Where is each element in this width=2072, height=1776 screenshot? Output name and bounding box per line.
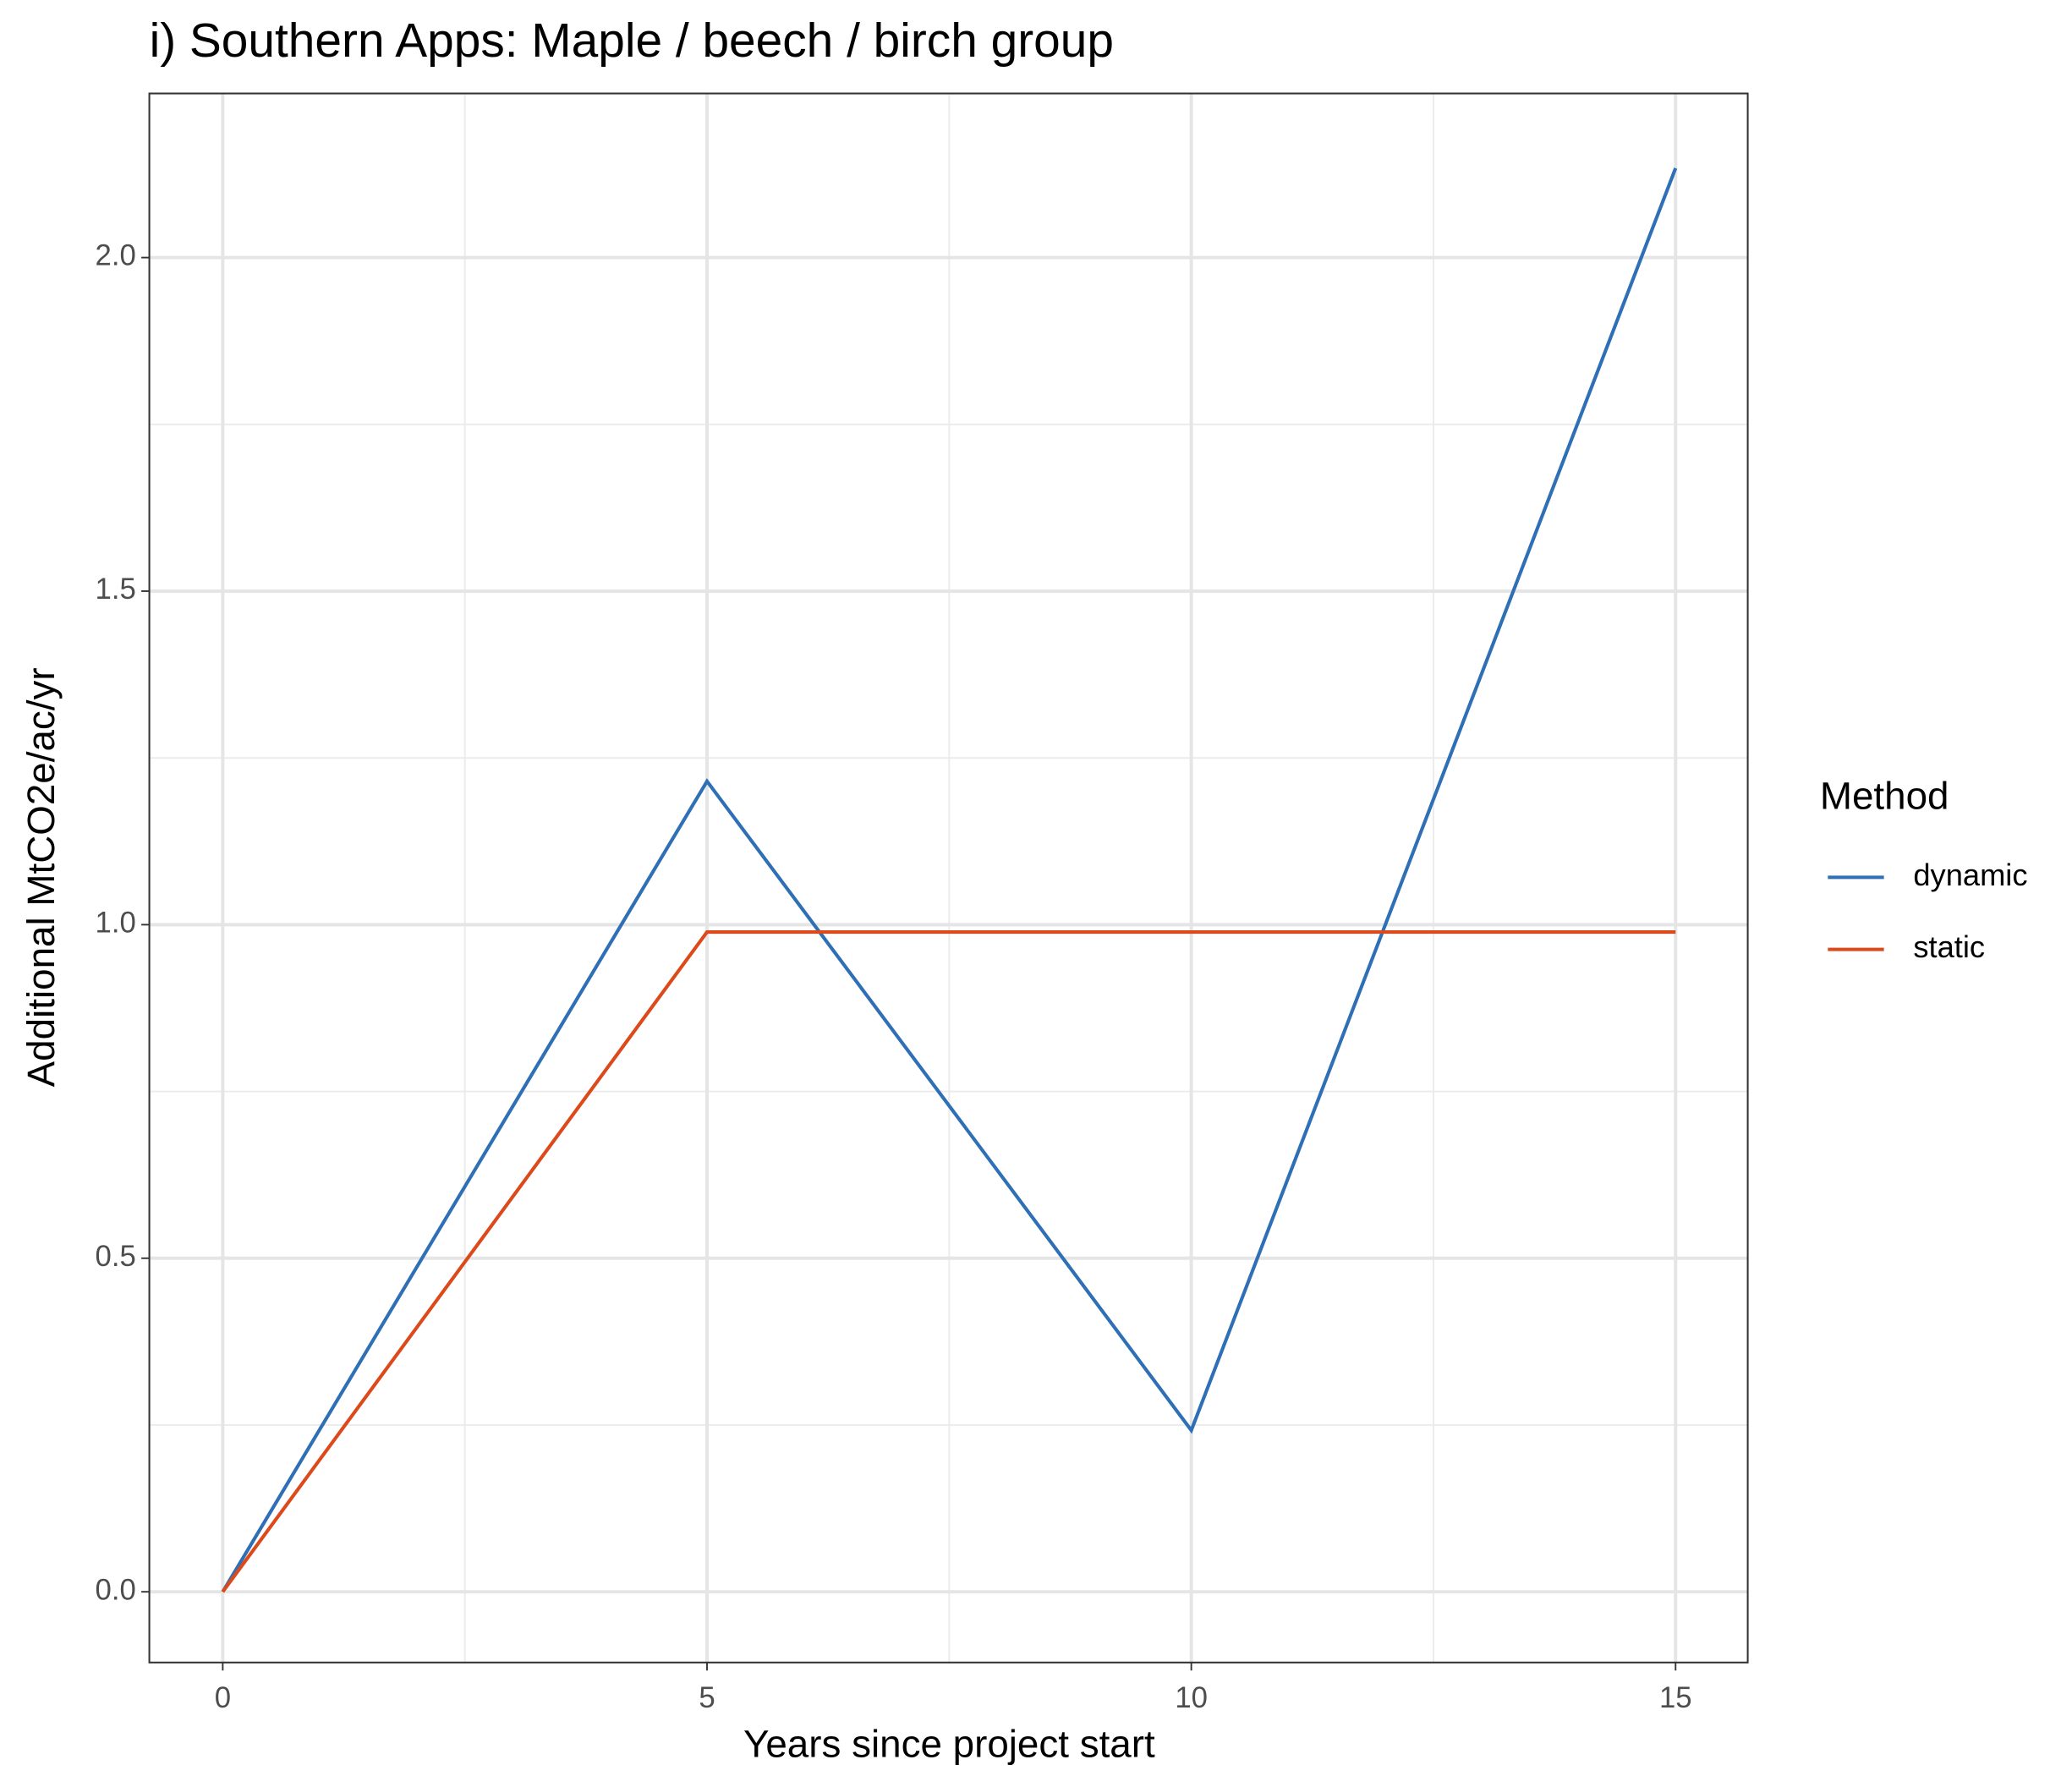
x-axis-label: Years since project start [743,1722,1155,1765]
x-tick-label: 5 [699,1682,715,1714]
legend-label: dynamic [1913,858,2027,892]
y-axis-label: Additional MtCO2e/ac/yr [19,667,63,1087]
y-tick-label: 1.0 [96,907,136,940]
chart-title: i) Southern Apps: Maple / beech / birch … [150,14,1114,68]
y-tick-label: 0.0 [96,1574,136,1606]
data-line [221,929,1676,1593]
legend-title: Method [1820,774,1949,817]
y-tick-label: 1.5 [96,573,136,606]
y-tick-label: 0.5 [96,1241,136,1273]
data-line [221,167,1678,1593]
x-tick-label: 0 [215,1682,231,1714]
y-tick-label: 2.0 [96,240,136,272]
legend-label: static [1913,929,1985,964]
plot-border [148,92,1749,1664]
x-tick-label: 15 [1659,1682,1692,1714]
x-tick-label: 10 [1175,1682,1208,1714]
